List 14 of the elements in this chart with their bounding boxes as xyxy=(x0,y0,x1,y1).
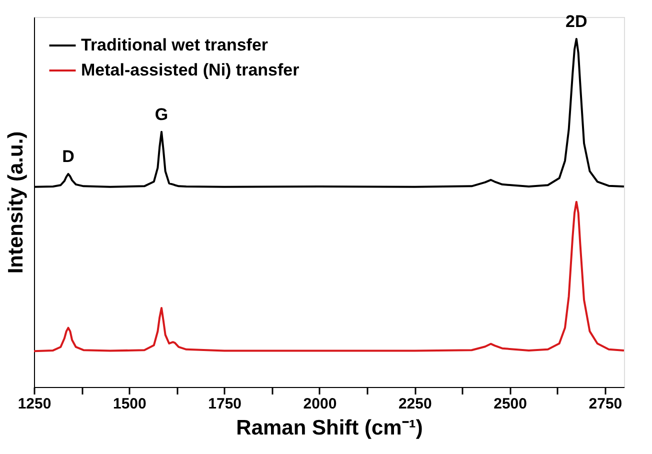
x-tick-label: 2000 xyxy=(303,396,337,412)
legend-label: Traditional wet transfer xyxy=(81,36,268,54)
x-tick-label: 1750 xyxy=(208,396,242,412)
x-tick-label: 2500 xyxy=(494,396,527,412)
x-tick-label: 2750 xyxy=(588,396,622,412)
x-tick-label: 2250 xyxy=(398,396,432,412)
annotation: D xyxy=(62,146,74,166)
x-axis-title: Raman Shift (cm⁻¹) xyxy=(236,416,423,440)
annotation: G xyxy=(154,104,168,124)
x-tick-label: 1500 xyxy=(112,396,146,412)
y-axis-title: Intensity (a.u.) xyxy=(4,131,28,274)
x-tick-label: 1250 xyxy=(18,396,52,412)
legend-label: Metal-assisted (Ni) transfer xyxy=(81,60,300,80)
annotation: 2D xyxy=(566,12,588,31)
